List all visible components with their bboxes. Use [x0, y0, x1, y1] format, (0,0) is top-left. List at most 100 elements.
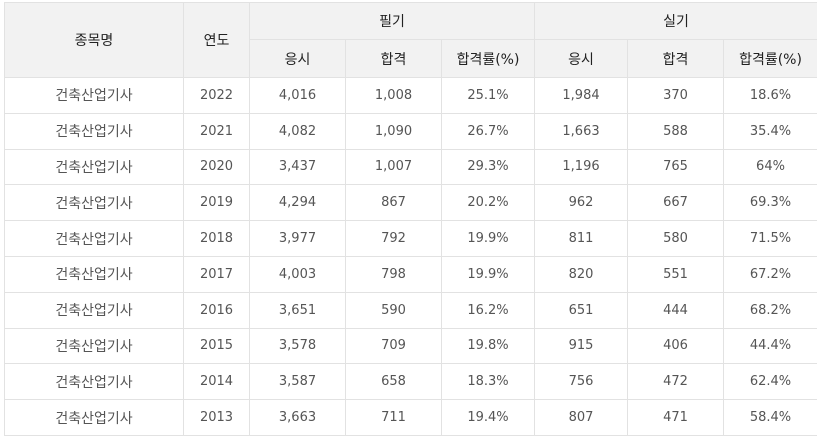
cell-practical-passed: 370: [628, 78, 724, 114]
cell-written-passed: 798: [346, 256, 442, 292]
cell-written-passed: 792: [346, 221, 442, 257]
cell-year: 2021: [184, 113, 250, 149]
cell-written-passed: 711: [346, 400, 442, 436]
cell-practical-rate: 62.4%: [724, 364, 817, 400]
cell-practical-rate: 18.6%: [724, 78, 817, 114]
cell-practical-passed: 444: [628, 292, 724, 328]
header-written-rate: 합격률(%): [442, 40, 535, 78]
cell-item-name: 건축산업기사: [5, 185, 184, 221]
cell-practical-applied: 820: [535, 256, 628, 292]
cell-written-passed: 709: [346, 328, 442, 364]
cell-item-name: 건축산업기사: [5, 400, 184, 436]
cell-written-applied: 3,587: [250, 364, 346, 400]
cell-written-applied: 3,663: [250, 400, 346, 436]
header-practical-rate: 합격률(%): [724, 40, 817, 78]
cell-year: 2014: [184, 364, 250, 400]
cell-practical-rate: 69.3%: [724, 185, 817, 221]
cell-practical-applied: 962: [535, 185, 628, 221]
cell-practical-passed: 667: [628, 185, 724, 221]
header-practical-group: 실기: [535, 3, 817, 40]
cell-written-rate: 20.2%: [442, 185, 535, 221]
cell-written-applied: 3,437: [250, 149, 346, 185]
cell-practical-applied: 807: [535, 400, 628, 436]
cell-practical-rate: 35.4%: [724, 113, 817, 149]
cell-practical-applied: 756: [535, 364, 628, 400]
cell-written-passed: 1,008: [346, 78, 442, 114]
cell-year: 2016: [184, 292, 250, 328]
cell-practical-applied: 1,196: [535, 149, 628, 185]
cell-item-name: 건축산업기사: [5, 292, 184, 328]
cell-year: 2019: [184, 185, 250, 221]
cell-practical-passed: 551: [628, 256, 724, 292]
cell-written-rate: 16.2%: [442, 292, 535, 328]
cell-written-rate: 19.8%: [442, 328, 535, 364]
cell-year: 2020: [184, 149, 250, 185]
cell-year: 2015: [184, 328, 250, 364]
cell-practical-rate: 68.2%: [724, 292, 817, 328]
cell-written-rate: 19.9%: [442, 256, 535, 292]
header-written-applied: 응시: [250, 40, 346, 78]
cell-written-passed: 658: [346, 364, 442, 400]
cell-written-passed: 590: [346, 292, 442, 328]
cell-written-applied: 4,003: [250, 256, 346, 292]
cell-written-rate: 19.4%: [442, 400, 535, 436]
cell-written-applied: 3,977: [250, 221, 346, 257]
header-written-group: 필기: [250, 3, 535, 40]
header-written-passed: 합격: [346, 40, 442, 78]
cell-written-applied: 4,294: [250, 185, 346, 221]
header-practical-applied: 응시: [535, 40, 628, 78]
cell-year: 2017: [184, 256, 250, 292]
cell-written-passed: 867: [346, 185, 442, 221]
cell-item-name: 건축산업기사: [5, 149, 184, 185]
cell-item-name: 건축산업기사: [5, 78, 184, 114]
cell-year: 2018: [184, 221, 250, 257]
cell-practical-rate: 58.4%: [724, 400, 817, 436]
cell-practical-applied: 915: [535, 328, 628, 364]
cell-written-passed: 1,007: [346, 149, 442, 185]
cell-practical-applied: 651: [535, 292, 628, 328]
cell-practical-passed: 472: [628, 364, 724, 400]
cell-practical-rate: 64%: [724, 149, 817, 185]
cell-practical-passed: 765: [628, 149, 724, 185]
cell-written-passed: 1,090: [346, 113, 442, 149]
header-year: 연도: [184, 3, 250, 78]
cell-written-rate: 19.9%: [442, 221, 535, 257]
cell-written-rate: 18.3%: [442, 364, 535, 400]
header-item-name: 종목명: [5, 3, 184, 78]
cell-practical-rate: 71.5%: [724, 221, 817, 257]
cell-practical-passed: 471: [628, 400, 724, 436]
cell-written-rate: 25.1%: [442, 78, 535, 114]
cell-practical-passed: 580: [628, 221, 724, 257]
cell-year: 2013: [184, 400, 250, 436]
pass-rate-table: 종목명 연도 필기 실기 응시 합격 합격률(%) 응시 합격 합격률(%) 건…: [4, 2, 817, 436]
cell-item-name: 건축산업기사: [5, 113, 184, 149]
cell-item-name: 건축산업기사: [5, 256, 184, 292]
cell-practical-passed: 588: [628, 113, 724, 149]
cell-practical-applied: 811: [535, 221, 628, 257]
cell-written-applied: 4,082: [250, 113, 346, 149]
cell-year: 2022: [184, 78, 250, 114]
cell-practical-applied: 1,984: [535, 78, 628, 114]
cell-practical-applied: 1,663: [535, 113, 628, 149]
cell-written-applied: 4,016: [250, 78, 346, 114]
cell-item-name: 건축산업기사: [5, 364, 184, 400]
cell-item-name: 건축산업기사: [5, 221, 184, 257]
cell-written-applied: 3,651: [250, 292, 346, 328]
cell-practical-passed: 406: [628, 328, 724, 364]
header-practical-passed: 합격: [628, 40, 724, 78]
cell-practical-rate: 44.4%: [724, 328, 817, 364]
cell-written-rate: 26.7%: [442, 113, 535, 149]
cell-item-name: 건축산업기사: [5, 328, 184, 364]
cell-written-rate: 29.3%: [442, 149, 535, 185]
